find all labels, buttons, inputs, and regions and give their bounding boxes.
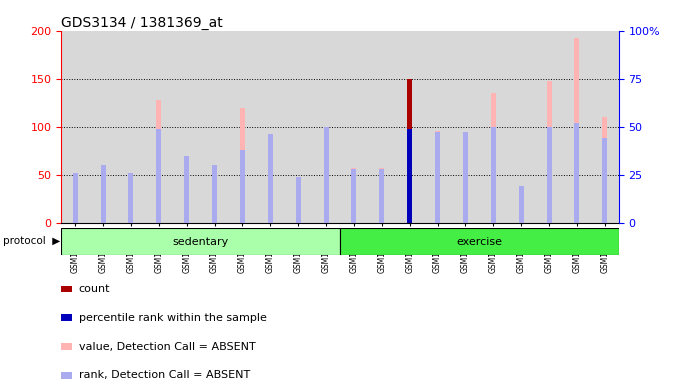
Bar bbox=[435, 132, 440, 223]
Bar bbox=[184, 156, 189, 223]
Bar bbox=[519, 186, 524, 223]
Bar bbox=[156, 129, 161, 223]
Text: count: count bbox=[78, 284, 110, 294]
Bar bbox=[61, 286, 72, 293]
Bar bbox=[129, 175, 133, 223]
Bar bbox=[547, 81, 551, 223]
Text: GDS3134 / 1381369_at: GDS3134 / 1381369_at bbox=[61, 16, 223, 30]
Bar bbox=[491, 93, 496, 223]
Bar bbox=[212, 165, 217, 223]
Bar bbox=[575, 123, 579, 223]
Bar bbox=[212, 165, 217, 223]
Bar bbox=[240, 108, 245, 223]
Bar bbox=[101, 167, 105, 223]
Bar bbox=[296, 177, 301, 223]
Bar bbox=[491, 127, 496, 223]
Bar bbox=[435, 131, 440, 223]
Bar bbox=[379, 168, 384, 223]
Bar bbox=[463, 132, 468, 223]
Text: value, Detection Call = ABSENT: value, Detection Call = ABSENT bbox=[78, 341, 255, 352]
Text: percentile rank within the sample: percentile rank within the sample bbox=[78, 313, 267, 323]
Bar bbox=[340, 228, 619, 255]
Bar bbox=[61, 314, 72, 321]
Bar bbox=[61, 228, 340, 255]
Bar bbox=[379, 169, 384, 223]
Bar bbox=[296, 177, 301, 223]
Bar bbox=[324, 127, 328, 223]
Bar bbox=[268, 134, 273, 223]
Bar bbox=[352, 169, 356, 223]
Bar bbox=[519, 197, 524, 223]
Bar bbox=[352, 168, 356, 223]
Text: exercise: exercise bbox=[456, 237, 503, 247]
Bar bbox=[73, 173, 78, 223]
Bar bbox=[324, 127, 328, 223]
Bar bbox=[602, 117, 607, 223]
Text: protocol  ▶: protocol ▶ bbox=[3, 236, 61, 246]
Bar bbox=[73, 175, 78, 223]
Bar bbox=[240, 150, 245, 223]
Bar bbox=[184, 156, 189, 223]
Bar bbox=[547, 127, 551, 223]
Bar bbox=[407, 129, 412, 223]
Bar bbox=[61, 343, 72, 350]
Text: rank, Detection Call = ABSENT: rank, Detection Call = ABSENT bbox=[78, 370, 250, 381]
Bar bbox=[129, 173, 133, 223]
Bar bbox=[463, 131, 468, 223]
Bar bbox=[268, 134, 273, 223]
Bar bbox=[61, 372, 72, 379]
Text: sedentary: sedentary bbox=[173, 237, 228, 247]
Bar bbox=[101, 165, 105, 223]
Bar bbox=[602, 138, 607, 223]
Bar bbox=[575, 38, 579, 223]
Bar bbox=[156, 100, 161, 223]
Bar bbox=[407, 79, 412, 223]
